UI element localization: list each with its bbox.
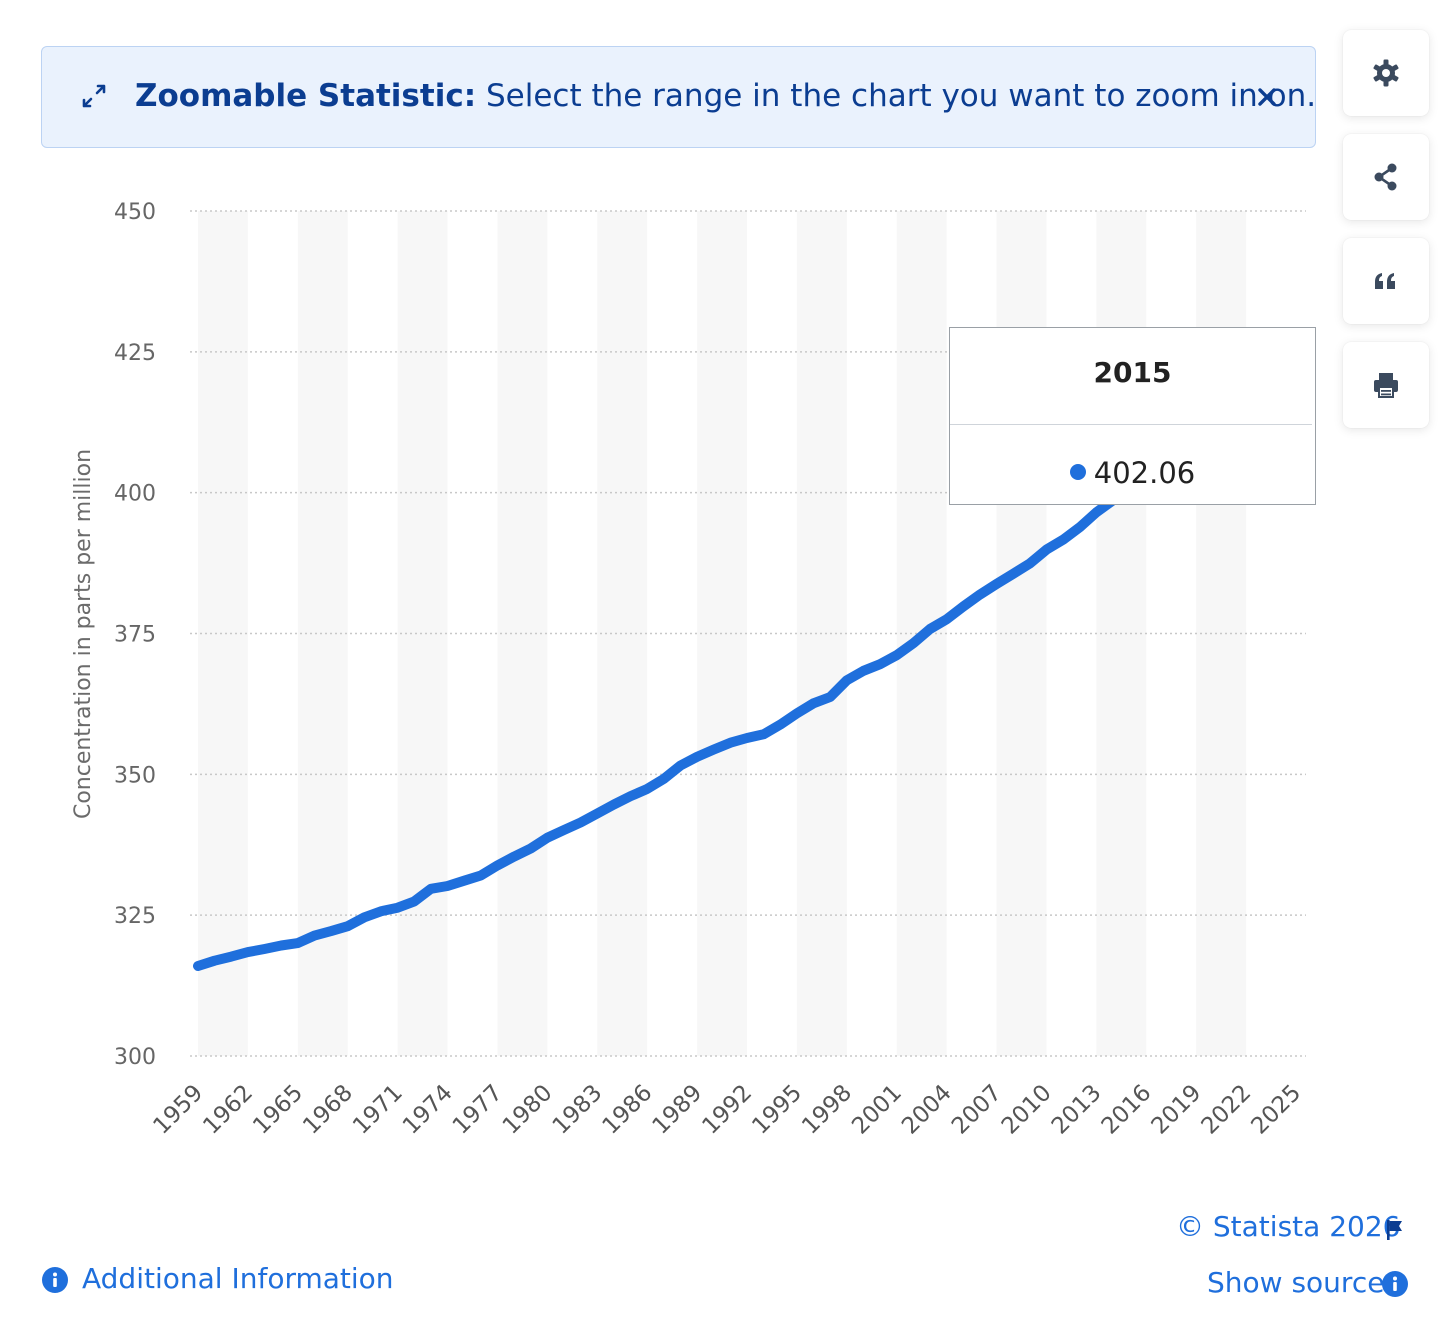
banner-text: Select the range in the chart you want t… — [485, 78, 1317, 114]
tooltip-value-row: 402.06 — [950, 456, 1315, 490]
flag-icon[interactable] — [1384, 1218, 1406, 1242]
x-tick-label: 2001 — [847, 1080, 907, 1140]
x-tick-label: 2022 — [1197, 1080, 1257, 1140]
cite-button[interactable] — [1343, 238, 1429, 324]
printer-icon — [1374, 373, 1398, 398]
share-icon — [1374, 163, 1397, 191]
gear-icon — [1373, 59, 1399, 87]
y-tick-label: 425 — [114, 341, 156, 366]
x-tick-label: 2025 — [1246, 1080, 1306, 1140]
y-axis-ticks: 300 325 350 375 400 425 450 — [114, 200, 156, 1070]
expand-icon — [82, 84, 106, 108]
x-tick-label: 1971 — [348, 1080, 408, 1140]
settings-button[interactable] — [1343, 30, 1429, 116]
y-tick-label: 450 — [114, 200, 156, 225]
x-tick-label: 1968 — [298, 1080, 358, 1140]
x-axis-ticks: 1959196219651968197119741977198019831986… — [148, 1080, 1306, 1140]
tooltip-value: 402.06 — [1093, 456, 1196, 490]
x-tick-label: 2016 — [1097, 1080, 1157, 1140]
x-tick-label: 1995 — [747, 1080, 807, 1140]
data-tooltip: 2015 402.06 — [949, 327, 1316, 505]
series-line[interactable] — [193, 476, 1135, 971]
x-tick-label: 2013 — [1047, 1080, 1107, 1140]
y-tick-label: 375 — [114, 623, 156, 648]
banner-title: Zoomable Statistic: — [135, 78, 477, 114]
x-tick-label: 1983 — [548, 1080, 608, 1140]
copyright[interactable]: © Statista 2026 — [1176, 1210, 1401, 1243]
y-tick-label: 300 — [114, 1045, 156, 1070]
zoom-banner — [41, 46, 1316, 148]
x-tick-label: 1965 — [248, 1080, 308, 1140]
x-tick-label: 2010 — [997, 1080, 1057, 1140]
x-tick-label: 1959 — [148, 1080, 208, 1140]
print-button[interactable] — [1343, 342, 1429, 428]
tooltip-year: 2015 — [1093, 356, 1172, 389]
y-axis-label: Concentration in parts per million — [71, 449, 96, 819]
y-tick-label: 350 — [114, 763, 156, 788]
x-tick-label: 1962 — [198, 1080, 258, 1140]
chart-band — [497, 211, 548, 1056]
close-icon[interactable] — [1254, 84, 1280, 110]
chart-band — [697, 211, 747, 1056]
x-tick-label: 1989 — [648, 1080, 708, 1140]
tooltip-divider — [950, 424, 1312, 425]
chart-band — [597, 211, 648, 1056]
info-icon[interactable] — [1382, 1271, 1408, 1297]
show-source-link[interactable]: Show source — [1207, 1266, 1385, 1299]
x-tick-label: 1977 — [448, 1080, 508, 1140]
x-tick-label: 2004 — [897, 1080, 957, 1140]
x-tick-label: 1992 — [697, 1080, 757, 1140]
x-tick-label: 1974 — [398, 1080, 458, 1140]
x-tick-label: 1980 — [498, 1080, 558, 1140]
y-tick-label: 325 — [114, 904, 156, 929]
x-tick-label: 1986 — [598, 1080, 658, 1140]
quote-icon — [1375, 273, 1395, 289]
banner-message: Zoomable Statistic: Select the range in … — [135, 74, 1316, 118]
y-tick-label: 400 — [114, 482, 156, 507]
x-tick-label: 1998 — [797, 1080, 857, 1140]
x-tick-label: 2007 — [947, 1080, 1007, 1140]
info-icon — [42, 1267, 68, 1293]
series-marker-icon — [1069, 464, 1086, 480]
share-button[interactable] — [1343, 134, 1429, 220]
x-tick-label: 2019 — [1147, 1080, 1207, 1140]
additional-information-link[interactable]: Additional Information — [82, 1262, 394, 1295]
